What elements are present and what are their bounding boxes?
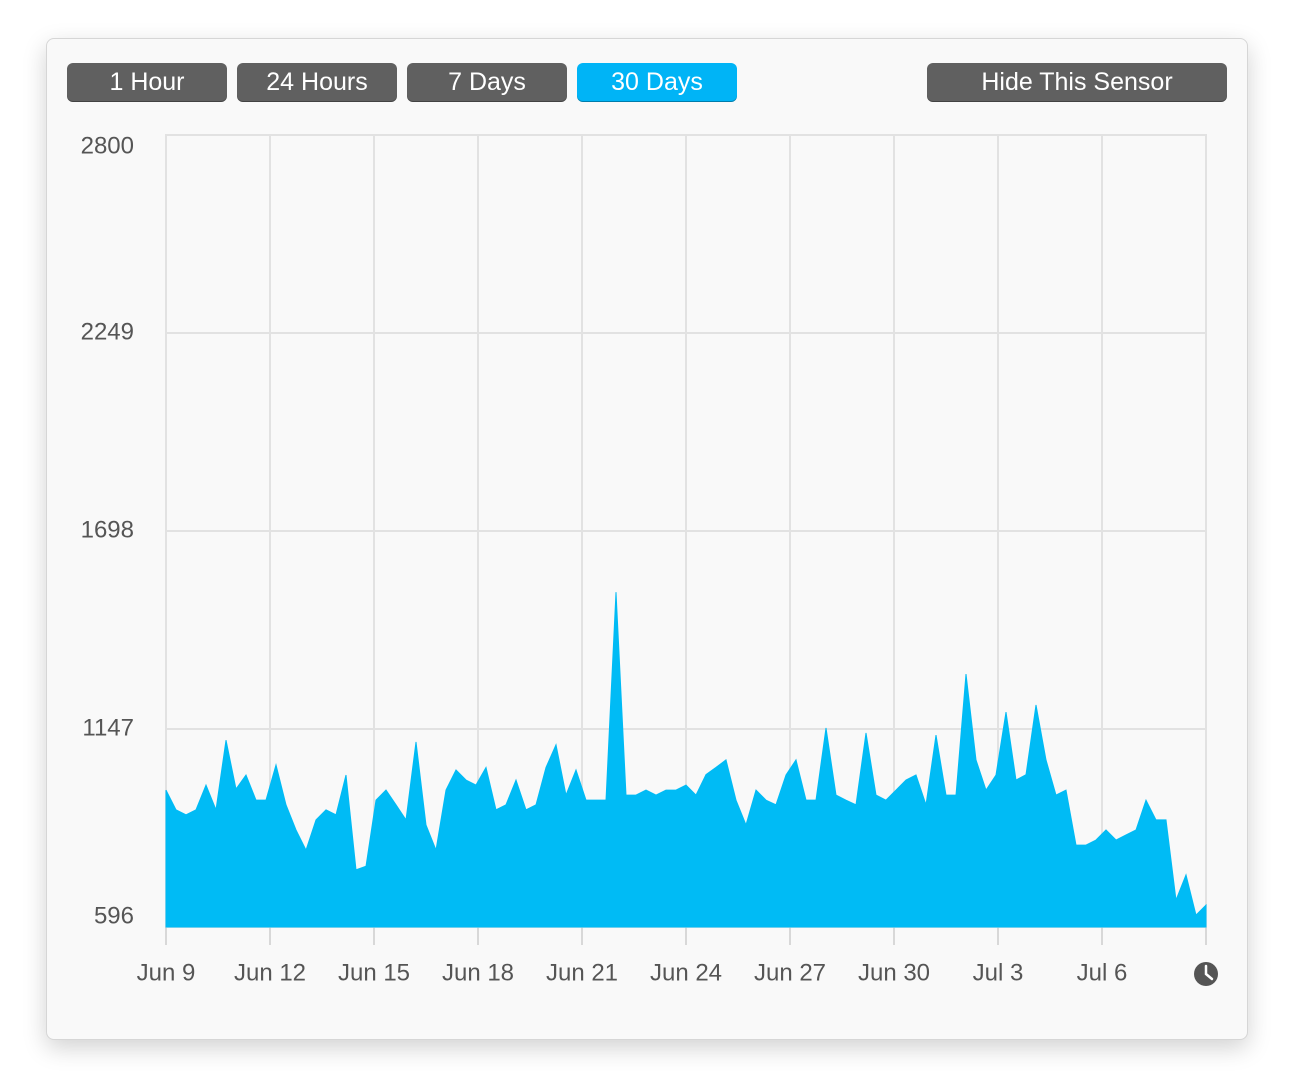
x-tick-label: Jul 6	[1077, 959, 1128, 986]
range-button[interactable]: 1 Hour	[67, 63, 227, 102]
y-tick-label: 2800	[81, 132, 134, 159]
area	[165, 592, 1207, 928]
y-tick-label: 1698	[81, 516, 134, 543]
x-tick-label: Jun 21	[546, 959, 618, 986]
x-tick-label: Jun 12	[234, 959, 306, 986]
range-button[interactable]: 30 Days	[577, 63, 737, 102]
y-tick-label: 596	[94, 902, 134, 929]
x-tick-label: Jun 15	[338, 959, 410, 986]
clock-icon	[1194, 962, 1218, 986]
x-tick-label: Jun 27	[754, 959, 826, 986]
x-tick-label: Jun 24	[650, 959, 722, 986]
range-button[interactable]: 7 Days	[407, 63, 567, 102]
x-tick-label: Jun 30	[858, 959, 930, 986]
x-tick-label: Jun 18	[442, 959, 514, 986]
plot: 596 1147 1698 2249 2800 Jun 9 Jun 12 Jun 15 Jun …	[81, 132, 1207, 986]
x-tick-label: Jul 3	[973, 959, 1024, 986]
y-tick-label: 1147	[82, 714, 134, 741]
range-button[interactable]: Hide This Sensor	[927, 63, 1227, 102]
x-tick-label: Jun 9	[137, 959, 196, 986]
y-tick-label: 2249	[81, 318, 134, 345]
range-button[interactable]: 24 Hours	[237, 63, 397, 102]
